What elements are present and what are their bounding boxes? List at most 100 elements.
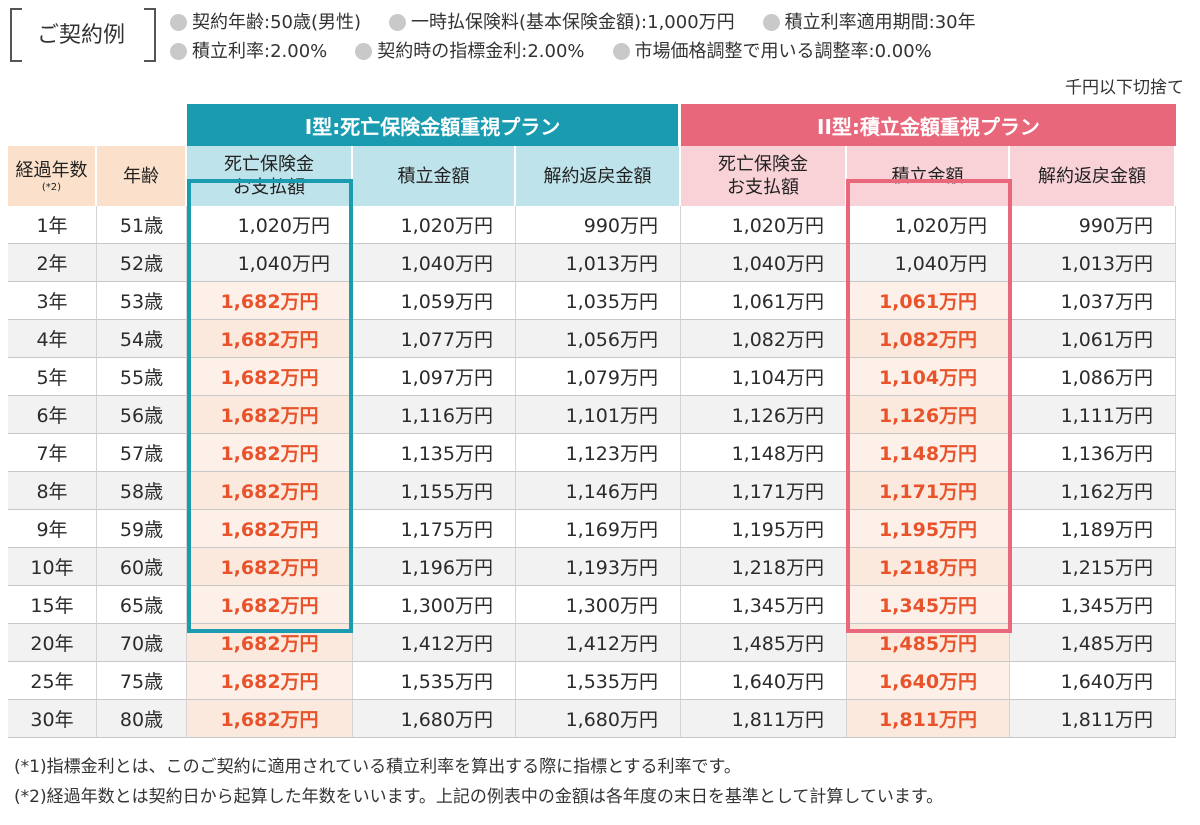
col-plan1-accumulation: 積立金額 xyxy=(353,146,516,206)
table-row: 4年 54歳 1,682万円 1,077万円 1,056万円 1,082万円 1,082万円… xyxy=(8,320,1176,358)
cell-plan1-accumulation: 1,535万円 xyxy=(353,662,516,700)
col-plan1-death-benefit: 死亡保険金 お支払額 xyxy=(187,146,353,206)
table-row: 5年 55歳 1,682万円 1,097万円 1,079万円 1,104万円 1,104万円… xyxy=(8,358,1176,396)
cell-plan1-death-benefit: 1,682万円 xyxy=(187,662,353,700)
cell-plan1-surrender: 1,146万円 xyxy=(516,472,681,510)
table-row: 25年 75歳 1,682万円 1,535万円 1,535万円 1,640万円 1,640万… xyxy=(8,662,1176,700)
col-years: 経過年数 (*2) xyxy=(8,146,97,206)
cell-years: 1年 xyxy=(8,206,97,244)
cell-plan1-death-benefit: 1,682万円 xyxy=(187,282,353,320)
cell-plan2-surrender: 1,037万円 xyxy=(1010,282,1176,320)
cell-years: 6年 xyxy=(8,396,97,434)
cell-plan1-death-benefit: 1,682万円 xyxy=(187,472,353,510)
cell-plan1-surrender: 1,169万円 xyxy=(516,510,681,548)
cell-plan1-surrender: 1,300万円 xyxy=(516,586,681,624)
cell-plan2-surrender: 1,189万円 xyxy=(1010,510,1176,548)
cell-years: 4年 xyxy=(8,320,97,358)
cell-plan2-death-benefit: 1,218万円 xyxy=(681,548,847,586)
cell-years: 3年 xyxy=(8,282,97,320)
example-table-wrapper: I型:死亡保険金額重視プラン II型:積立金額重視プラン 経過年数 (*2) 年齢… xyxy=(8,104,1176,738)
cell-plan2-death-benefit: 1,811万円 xyxy=(681,700,847,738)
cell-plan2-accumulation: 1,040万円 xyxy=(847,244,1010,282)
cell-plan2-death-benefit: 1,345万円 xyxy=(681,586,847,624)
cell-plan2-death-benefit: 1,020万円 xyxy=(681,206,847,244)
bullet-dot-icon xyxy=(762,14,780,31)
col-plan2-surrender: 解約返戻金額 xyxy=(1010,146,1176,206)
condition-text: 契約時の指標金利:2.00% xyxy=(377,41,585,62)
condition-text: 契約年齢:50歳(男性) xyxy=(192,12,362,33)
cell-plan2-death-benefit: 1,082万円 xyxy=(681,320,847,358)
footnote-2: (*2)経過年数とは契約日から起算した年数をいいます。上記の例表中の金額は各年度… xyxy=(14,787,944,807)
bullet-dot-icon xyxy=(389,14,407,31)
cell-plan2-accumulation: 1,061万円 xyxy=(847,282,1010,320)
cell-age: 53歳 xyxy=(97,282,187,320)
death-benefit-line1: 死亡保険金 xyxy=(224,154,314,175)
cell-age: 57歳 xyxy=(97,434,187,472)
bullet-dot-icon xyxy=(355,43,373,60)
cell-plan1-death-benefit: 1,040万円 xyxy=(187,244,353,282)
cell-plan1-accumulation: 1,680万円 xyxy=(353,700,516,738)
bracket-left xyxy=(10,8,22,62)
cell-plan1-death-benefit: 1,682万円 xyxy=(187,510,353,548)
cell-plan1-surrender: 1,056万円 xyxy=(516,320,681,358)
cell-plan2-surrender: 1,162万円 xyxy=(1010,472,1176,510)
cell-age: 55歳 xyxy=(97,358,187,396)
table-row: 7年 57歳 1,682万円 1,135万円 1,123万円 1,148万円 1,148万円… xyxy=(8,434,1176,472)
table-row: 6年 56歳 1,682万円 1,116万円 1,101万円 1,126万円 1,126万円… xyxy=(8,396,1176,434)
cell-plan2-accumulation: 1,104万円 xyxy=(847,358,1010,396)
table-row: 2年 52歳 1,040万円 1,040万円 1,013万円 1,040万円 1,040万円… xyxy=(8,244,1176,282)
cell-plan2-death-benefit: 1,126万円 xyxy=(681,396,847,434)
cell-plan1-surrender: 1,013万円 xyxy=(516,244,681,282)
bracket-right xyxy=(144,8,156,62)
col-plan2-death-benefit: 死亡保険金 お支払額 xyxy=(681,146,847,206)
condition-item: 契約時の指標金利:2.00% xyxy=(355,37,585,66)
cell-plan1-surrender: 990万円 xyxy=(516,206,681,244)
cell-plan2-surrender: 1,061万円 xyxy=(1010,320,1176,358)
unit-note: 千円以下切捨て xyxy=(1065,78,1184,98)
cell-age: 54歳 xyxy=(97,320,187,358)
bullet-dot-icon xyxy=(170,14,187,31)
cell-plan1-surrender: 1,035万円 xyxy=(516,282,681,320)
table-row: 1年 51歳 1,020万円 1,020万円 990万円 1,020万円 1,020万円 99… xyxy=(8,206,1176,244)
cell-plan1-accumulation: 1,196万円 xyxy=(353,548,516,586)
table-row: 8年 58歳 1,682万円 1,155万円 1,146万円 1,171万円 1,171万円… xyxy=(8,472,1176,510)
cell-plan1-surrender: 1,193万円 xyxy=(516,548,681,586)
cell-plan2-surrender: 1,811万円 xyxy=(1010,700,1176,738)
cell-plan2-death-benefit: 1,148万円 xyxy=(681,434,847,472)
cell-years: 5年 xyxy=(8,358,97,396)
cell-plan1-death-benefit: 1,682万円 xyxy=(187,434,353,472)
cell-plan1-surrender: 1,412万円 xyxy=(516,624,681,662)
cell-plan1-accumulation: 1,135万円 xyxy=(353,434,516,472)
cell-plan1-surrender: 1,079万円 xyxy=(516,358,681,396)
cell-plan2-accumulation: 1,020万円 xyxy=(847,206,1010,244)
cell-plan1-accumulation: 1,300万円 xyxy=(353,586,516,624)
cell-plan2-surrender: 1,640万円 xyxy=(1010,662,1176,700)
cell-plan1-surrender: 1,680万円 xyxy=(516,700,681,738)
cell-plan2-surrender: 1,485万円 xyxy=(1010,624,1176,662)
cell-plan1-accumulation: 1,155万円 xyxy=(353,472,516,510)
cell-age: 65歳 xyxy=(97,586,187,624)
cell-plan1-death-benefit: 1,682万円 xyxy=(187,586,353,624)
cell-plan2-surrender: 1,215万円 xyxy=(1010,548,1176,586)
cell-plan1-death-benefit: 1,682万円 xyxy=(187,700,353,738)
cell-years: 2年 xyxy=(8,244,97,282)
cell-years: 25年 xyxy=(8,662,97,700)
cell-plan1-death-benefit: 1,682万円 xyxy=(187,396,353,434)
table-body: 1年 51歳 1,020万円 1,020万円 990万円 1,020万円 1,020万円 99… xyxy=(8,206,1176,738)
cell-plan2-death-benefit: 1,104万円 xyxy=(681,358,847,396)
condition-item: 積立利率適用期間:30年 xyxy=(762,8,976,37)
death-benefit-line2: お支払額 xyxy=(727,177,799,198)
cell-plan1-death-benefit: 1,682万円 xyxy=(187,624,353,662)
cell-age: 60歳 xyxy=(97,548,187,586)
cell-plan2-accumulation: 1,640万円 xyxy=(847,662,1010,700)
cell-age: 75歳 xyxy=(97,662,187,700)
footnotes: (*1)指標金利とは、このご契約に適用されている積立利率を算出する際に指標とする… xyxy=(14,752,943,812)
cell-years: 9年 xyxy=(8,510,97,548)
cell-years: 30年 xyxy=(8,700,97,738)
cell-plan2-surrender: 1,086万円 xyxy=(1010,358,1176,396)
cell-years: 7年 xyxy=(8,434,97,472)
death-benefit-line2: お支払額 xyxy=(233,177,305,198)
cell-plan1-accumulation: 1,040万円 xyxy=(353,244,516,282)
cell-age: 80歳 xyxy=(97,700,187,738)
cell-plan2-accumulation: 1,082万円 xyxy=(847,320,1010,358)
